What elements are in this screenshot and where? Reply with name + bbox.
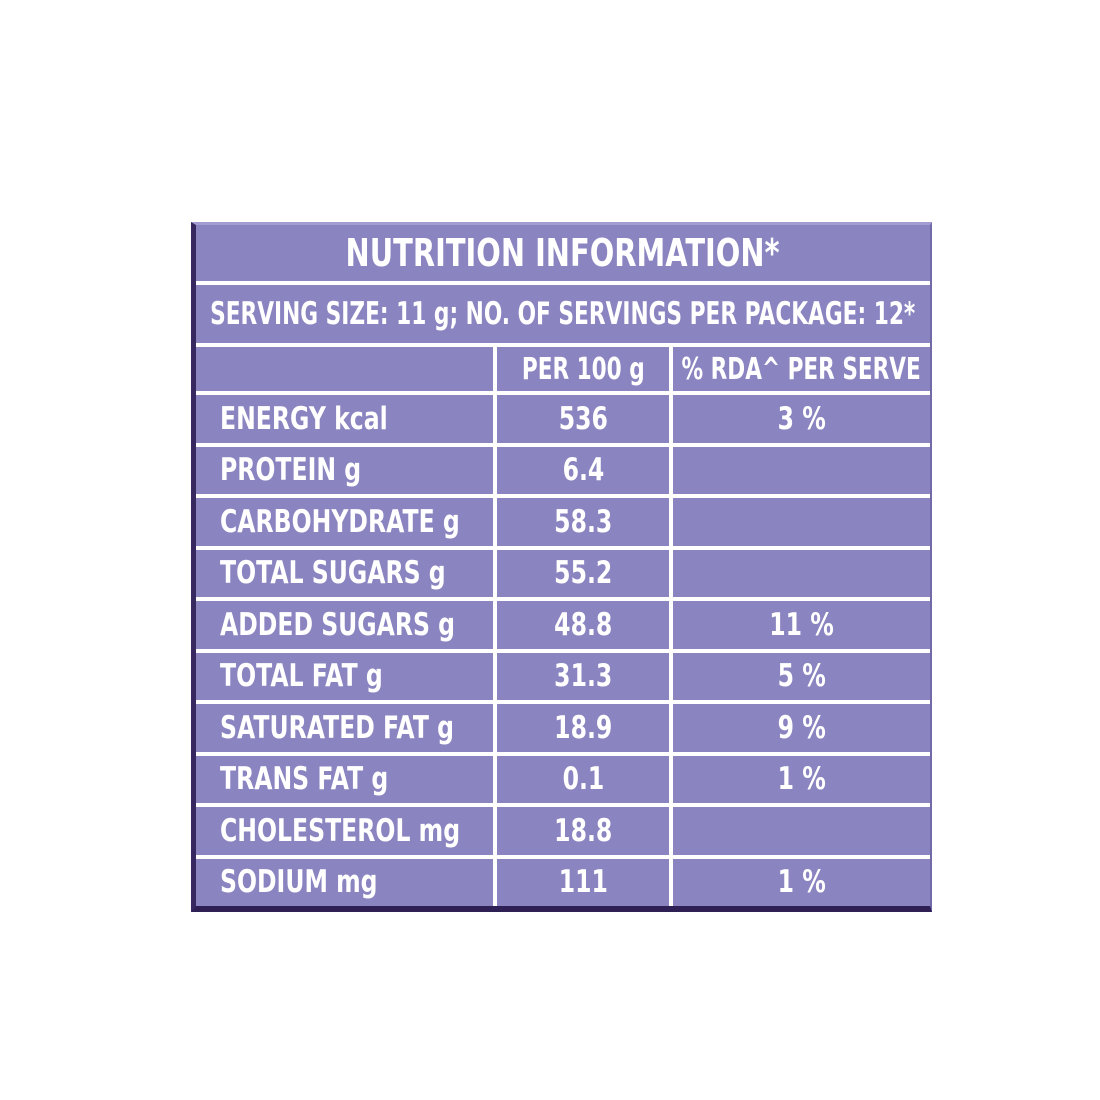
per-100g-value-cell: 18.8 xyxy=(493,807,669,855)
nutrient-label: TRANS FAT g xyxy=(220,761,389,798)
nutrient-label: TOTAL FAT g xyxy=(220,658,383,695)
per-100g-value-cell: 0.1 xyxy=(493,755,669,803)
nutrient-label: CHOLESTEROL mg xyxy=(220,812,461,849)
per-100g-value-cell: 31.3 xyxy=(493,652,669,700)
rda-value-cell xyxy=(669,807,930,855)
table-header-row: PER 100 g % RDA^ PER SERVE xyxy=(196,343,930,391)
nutrient-label-cell: ENERGY kcal xyxy=(196,395,493,443)
per-100g-value: 111 xyxy=(558,864,608,901)
per-100g-value: 0.1 xyxy=(562,761,604,798)
per-100g-value-cell: 55.2 xyxy=(493,549,669,597)
table-row-total-sugars: TOTAL SUGARS g 55.2 xyxy=(196,545,930,598)
rda-value-cell xyxy=(669,549,930,597)
rda-value: 1 % xyxy=(777,761,826,798)
table-row-protein: PROTEIN g 6.4 xyxy=(196,442,930,495)
table-title: NUTRITION INFORMATION* xyxy=(345,231,781,275)
rda-value-cell: 11 % xyxy=(669,601,930,649)
per-100g-value: 58.3 xyxy=(553,503,613,540)
header-per-100g-cell: PER 100 g xyxy=(493,347,669,391)
per-100g-value-cell: 111 xyxy=(493,858,669,906)
header-per-100g-label: PER 100 g xyxy=(521,351,645,387)
table-row-cholesterol: CHOLESTEROL mg 18.8 xyxy=(196,803,930,855)
per-100g-value: 55.2 xyxy=(553,555,613,592)
table-row-sodium: SODIUM mg 111 1 % xyxy=(196,854,930,907)
serving-size-row: SERVING SIZE: 11 g; NO. OF SERVINGS PER … xyxy=(196,281,930,343)
rda-value: 9 % xyxy=(777,709,826,746)
table-row-carbohydrate: CARBOHYDRATE g 58.3 xyxy=(196,494,930,546)
per-100g-value-cell: 536 xyxy=(493,395,669,443)
table-row-total-fat: TOTAL FAT g 31.3 5 % xyxy=(196,648,930,701)
rda-value-cell: 9 % xyxy=(669,704,930,752)
nutrient-label-cell: TOTAL FAT g xyxy=(196,653,493,701)
rda-value: 5 % xyxy=(777,658,826,695)
table-title-row: NUTRITION INFORMATION* xyxy=(196,225,930,281)
nutrient-label-cell: PROTEIN g xyxy=(196,447,493,495)
rda-value: 11 % xyxy=(769,606,834,643)
nutrient-label: SODIUM mg xyxy=(220,864,378,901)
nutrient-label: TOTAL SUGARS g xyxy=(220,555,446,592)
per-100g-value: 18.9 xyxy=(553,709,613,746)
table-row-trans-fat: TRANS FAT g 0.1 1 % xyxy=(196,751,930,804)
per-100g-value: 536 xyxy=(558,400,608,437)
per-100g-value-cell: 58.3 xyxy=(493,498,669,546)
nutrient-label-cell: SODIUM mg xyxy=(196,859,493,907)
per-100g-value: 18.8 xyxy=(553,812,613,849)
nutrient-label-cell: CARBOHYDRATE g xyxy=(196,498,493,546)
nutrient-label-cell: TRANS FAT g xyxy=(196,756,493,804)
nutrient-label-cell: CHOLESTEROL mg xyxy=(196,807,493,855)
rda-value-cell: 5 % xyxy=(669,652,930,700)
rda-value-cell xyxy=(669,498,930,546)
nutrient-label: CARBOHYDRATE g xyxy=(220,503,460,540)
nutrient-label: PROTEIN g xyxy=(220,452,362,489)
nutrient-label: ENERGY kcal xyxy=(220,400,388,437)
rda-value: 3 % xyxy=(777,400,826,437)
header-rda-per-serve-cell: % RDA^ PER SERVE xyxy=(669,347,930,391)
per-100g-value-cell: 18.9 xyxy=(493,704,669,752)
nutrient-label: ADDED SUGARS g xyxy=(220,606,456,643)
serving-size-text: SERVING SIZE: 11 g; NO. OF SERVINGS PER … xyxy=(210,296,916,332)
nutrient-label: SATURATED FAT g xyxy=(220,709,454,746)
rda-value-cell xyxy=(669,446,930,494)
rda-value-cell: 1 % xyxy=(669,755,930,803)
nutrient-label-cell: SATURATED FAT g xyxy=(196,704,493,752)
per-100g-value-cell: 6.4 xyxy=(493,446,669,494)
per-100g-value: 48.8 xyxy=(553,606,613,643)
per-100g-value: 6.4 xyxy=(562,452,604,489)
nutrition-information-table: NUTRITION INFORMATION* SERVING SIZE: 11 … xyxy=(191,222,932,912)
per-100g-value-cell: 48.8 xyxy=(493,601,669,649)
header-blank-cell xyxy=(196,347,493,391)
per-100g-value: 31.3 xyxy=(553,658,613,695)
header-rda-per-serve-label: % RDA^ PER SERVE xyxy=(681,351,922,387)
table-row-saturated-fat: SATURATED FAT g 18.9 9 % xyxy=(196,700,930,752)
nutrient-label-cell: ADDED SUGARS g xyxy=(196,601,493,649)
rda-value: 1 % xyxy=(777,864,826,901)
table-row-added-sugars: ADDED SUGARS g 48.8 11 % xyxy=(196,597,930,649)
nutrient-label-cell: TOTAL SUGARS g xyxy=(196,550,493,598)
table-row-energy: ENERGY kcal 536 3 % xyxy=(196,391,930,443)
rda-value-cell: 3 % xyxy=(669,395,930,443)
rda-value-cell: 1 % xyxy=(669,858,930,906)
